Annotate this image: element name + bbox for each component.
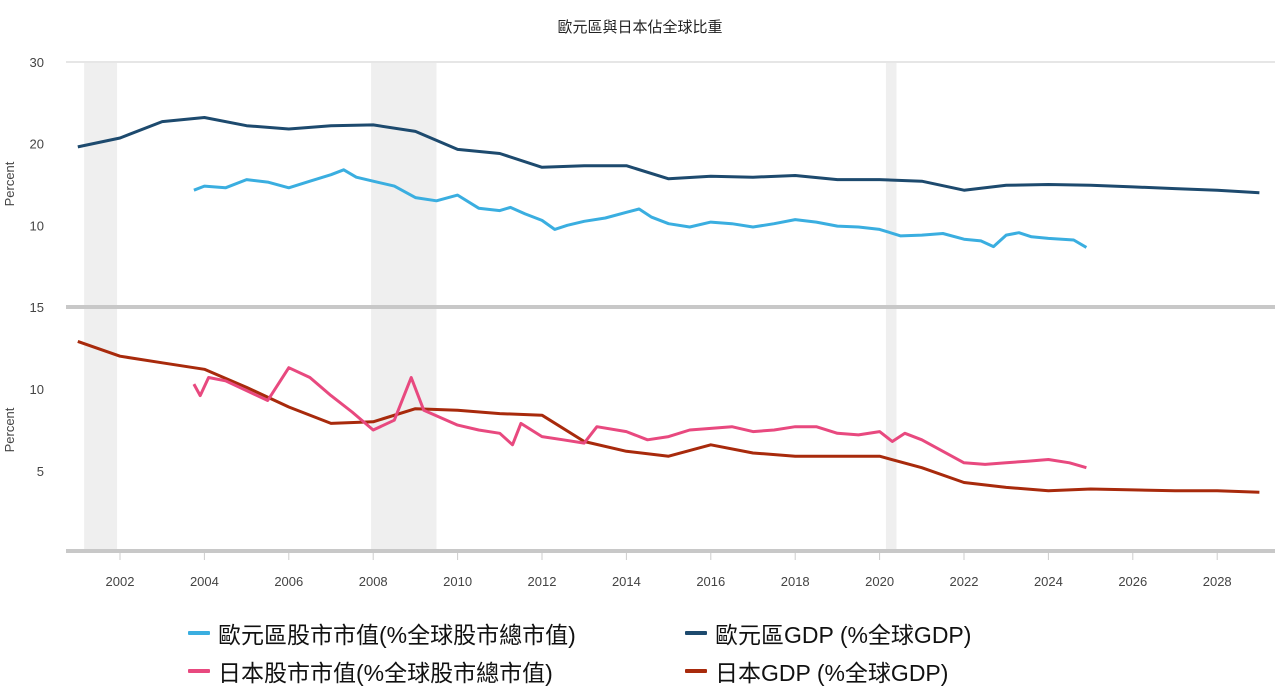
- y-tick-label: 30: [30, 55, 44, 70]
- chart: 歐元區與日本佔全球比重 10 20 30 5 10 15 2002 2004 2006 2008 2…: [2, 18, 1275, 589]
- x-tick-label: 2020: [865, 574, 894, 589]
- legend-swatch: [188, 631, 210, 635]
- legend: 歐元區股市市值(%全球股市總市值) 歐元區GDP (%全球GDP) 日本股市市值…: [188, 618, 1085, 686]
- y-axis-label-top: Percent: [2, 161, 17, 206]
- y-tick-label: 5: [37, 464, 44, 479]
- x-tick-label: 2026: [1118, 574, 1147, 589]
- legend-label: 歐元區GDP (%全球GDP): [715, 622, 972, 648]
- legend-swatch: [685, 631, 707, 635]
- y-axis-label-bottom: Percent: [2, 407, 17, 452]
- x-tick-label: 2008: [359, 574, 388, 589]
- legend-label: 日本GDP (%全球GDP): [715, 660, 949, 686]
- legend-item-japan-equity[interactable]: 日本股市市值(%全球股市總市值): [188, 656, 685, 686]
- x-tick-label: 2006: [274, 574, 303, 589]
- chart-title: 歐元區與日本佔全球比重: [557, 18, 722, 36]
- legend-swatch: [685, 669, 707, 673]
- x-tick-label: 2018: [781, 574, 810, 589]
- legend-item-eurozone-gdp[interactable]: 歐元區GDP (%全球GDP): [685, 618, 1085, 648]
- series-line: [192, 366, 1087, 470]
- y-tick-label: 20: [30, 137, 44, 152]
- legend-label: 歐元區股市市值(%全球股市總市值): [218, 622, 576, 648]
- x-tick-label: 2028: [1203, 574, 1232, 589]
- x-tick-label: 2002: [106, 574, 135, 589]
- y-tick-label: 10: [30, 382, 44, 397]
- y-tick-label: 15: [30, 300, 44, 315]
- series-line: [77, 339, 1260, 494]
- x-tick-label: 2012: [528, 574, 557, 589]
- x-tick-label: 2022: [950, 574, 979, 589]
- x-tick-label: 2004: [190, 574, 219, 589]
- x-tick-label: 2014: [612, 574, 641, 589]
- x-tick-label: 2024: [1034, 574, 1063, 589]
- series-line: [77, 116, 1260, 195]
- x-tick-label: 2016: [696, 574, 725, 589]
- legend-item-japan-gdp[interactable]: 日本GDP (%全球GDP): [685, 656, 1085, 686]
- legend-item-eurozone-equity[interactable]: 歐元區股市市值(%全球股市總市值): [188, 618, 685, 648]
- x-tick-label: 2010: [443, 574, 472, 589]
- series-line: [193, 168, 1088, 249]
- legend-label: 日本股市市值(%全球股市總市值): [218, 660, 553, 686]
- legend-swatch: [188, 669, 210, 673]
- y-tick-label: 10: [30, 218, 44, 233]
